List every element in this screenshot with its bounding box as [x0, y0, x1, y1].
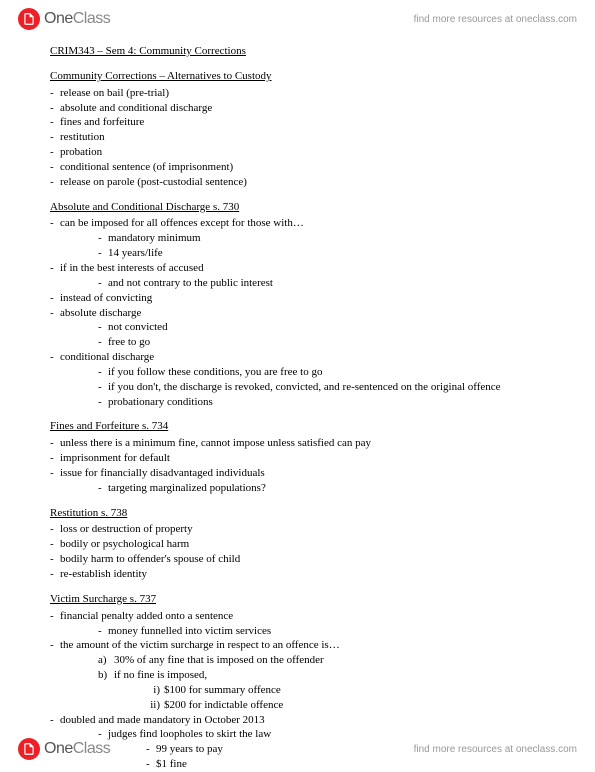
logo-icon: [18, 738, 40, 760]
logo-icon: [18, 8, 40, 30]
list-item: -and not contrary to the public interest: [50, 276, 545, 291]
list-item: -release on bail (pre-trial): [50, 86, 545, 101]
header-bar: OneClass find more resources at oneclass…: [0, 0, 595, 38]
logo: OneClass: [18, 738, 110, 760]
list-item: -targeting marginalized populations?: [50, 481, 545, 496]
list-item: -restitution: [50, 130, 545, 145]
list-item: -issue for financially disadvantaged ind…: [50, 466, 545, 481]
list-item: -14 years/life: [50, 246, 545, 261]
list-item: -re-establish identity: [50, 567, 545, 582]
logo: OneClass: [18, 8, 110, 30]
list-item: -fines and forfeiture: [50, 115, 545, 130]
list-item: -imprisonment for default: [50, 451, 545, 466]
list-item: -financial penalty added onto a sentence: [50, 609, 545, 624]
list-item: -loss or destruction of property: [50, 522, 545, 537]
section-heading: Fines and Forfeiture s. 734: [50, 419, 545, 434]
list-item: -absolute and conditional discharge: [50, 101, 545, 116]
list-item: -if you don't, the discharge is revoked,…: [50, 380, 545, 395]
page-title: CRIM343 – Sem 4: Community Corrections: [50, 44, 545, 59]
list-item: -not convicted: [50, 320, 545, 335]
list-item: -instead of convicting: [50, 291, 545, 306]
section-heading: Victim Surcharge s. 737: [50, 592, 545, 607]
list-item: -bodily harm to offender's spouse of chi…: [50, 552, 545, 567]
list-item: -release on parole (post-custodial sente…: [50, 175, 545, 190]
list-item: -if in the best interests of accused: [50, 261, 545, 276]
list-item: -doubled and made mandatory in October 2…: [50, 713, 545, 728]
header-tagline: find more resources at oneclass.com: [414, 14, 577, 25]
list-item: a)30% of any fine that is imposed on the…: [50, 653, 545, 668]
footer-bar: OneClass find more resources at oneclass…: [0, 730, 595, 770]
list-item: -money funnelled into victim services: [50, 624, 545, 639]
list-item: -the amount of the victim surcharge in r…: [50, 638, 545, 653]
logo-text: OneClass: [44, 10, 110, 28]
list-item: -if you follow these conditions, you are…: [50, 365, 545, 380]
list-item: -unless there is a minimum fine, cannot …: [50, 436, 545, 451]
list-item: -probationary conditions: [50, 395, 545, 410]
list-item: b)if no fine is imposed,: [50, 668, 545, 683]
list-item: ii)$200 for indictable offence: [50, 698, 545, 713]
list-item: -conditional discharge: [50, 350, 545, 365]
list-item: -probation: [50, 145, 545, 160]
list-item: -bodily or psychological harm: [50, 537, 545, 552]
document-body: CRIM343 – Sem 4: Community Corrections C…: [0, 44, 595, 772]
list-item: -absolute discharge: [50, 306, 545, 321]
logo-text: OneClass: [44, 740, 110, 758]
list-item: -can be imposed for all offences except …: [50, 216, 545, 231]
list-item: -conditional sentence (of imprisonment): [50, 160, 545, 175]
list-item: -mandatory minimum: [50, 231, 545, 246]
list-item: -free to go: [50, 335, 545, 350]
list-item: i)$100 for summary offence: [50, 683, 545, 698]
section-heading: Absolute and Conditional Discharge s. 73…: [50, 200, 545, 215]
section-heading: Restitution s. 738: [50, 506, 545, 521]
footer-tagline: find more resources at oneclass.com: [414, 744, 577, 755]
section-heading: Community Corrections – Alternatives to …: [50, 69, 545, 84]
